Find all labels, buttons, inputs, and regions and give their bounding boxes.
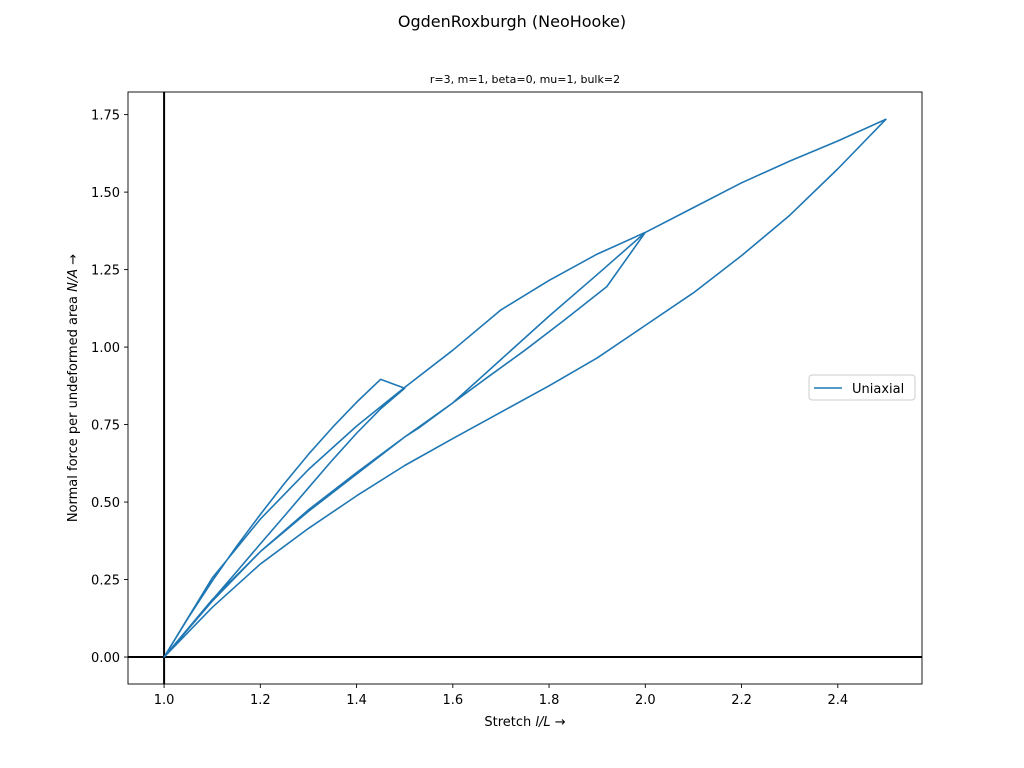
x-axis-label-arrow: →	[551, 715, 566, 730]
y-axis-ticks: 0.00 0.25 0.50 0.75 1.00 1.25 1.50 1.75	[91, 109, 128, 666]
x-tick-label: 2.2	[731, 693, 752, 708]
y-axis-label: Normal force per undeformed area N/A →	[66, 254, 81, 522]
reference-lines	[128, 92, 922, 684]
x-tick-label: 1.2	[250, 693, 271, 708]
x-tick-label: 1.6	[442, 693, 463, 708]
y-tick-label: 1.00	[91, 341, 120, 356]
x-tick-label: 1.0	[154, 693, 175, 708]
y-tick-label: 0.00	[91, 651, 120, 666]
y-tick-label: 0.50	[91, 496, 120, 511]
x-tick-label: 1.4	[346, 693, 367, 708]
x-axis-label: Stretch l/L →	[484, 715, 565, 730]
x-tick-label: 2.4	[827, 693, 848, 708]
y-axis-label-text: Normal force per undeformed area	[66, 292, 81, 522]
legend: Uniaxial	[808, 374, 916, 401]
plot-frame	[127, 91, 923, 685]
series-line-uniaxial	[163, 118, 887, 658]
x-axis-ticks: 1.0 1.2 1.4 1.6 1.8 2.0 2.2 2.4	[154, 684, 848, 708]
x-axis-label-math: l/L	[535, 715, 550, 730]
legend-box	[808, 374, 916, 401]
axes-title: r=3, m=1, beta=0, mu=1, bulk=2	[430, 73, 620, 86]
x-tick-label: 1.8	[539, 693, 560, 708]
y-tick-label: 1.25	[91, 264, 120, 279]
y-tick-label: 1.75	[91, 109, 120, 124]
x-axis-label-text: Stretch	[484, 715, 535, 730]
figure-title: OgdenRoxburgh (NeoHooke)	[397, 12, 627, 31]
series-layer	[163, 118, 887, 658]
legend-label: Uniaxial	[852, 382, 904, 397]
y-tick-label: 0.75	[91, 419, 120, 434]
y-axis-label-arrow: →	[66, 254, 81, 269]
y-tick-label: 1.50	[91, 186, 120, 201]
x-tick-label: 2.0	[635, 693, 656, 708]
y-tick-label: 0.25	[91, 574, 120, 589]
y-axis-label-math: N/A	[66, 269, 81, 292]
